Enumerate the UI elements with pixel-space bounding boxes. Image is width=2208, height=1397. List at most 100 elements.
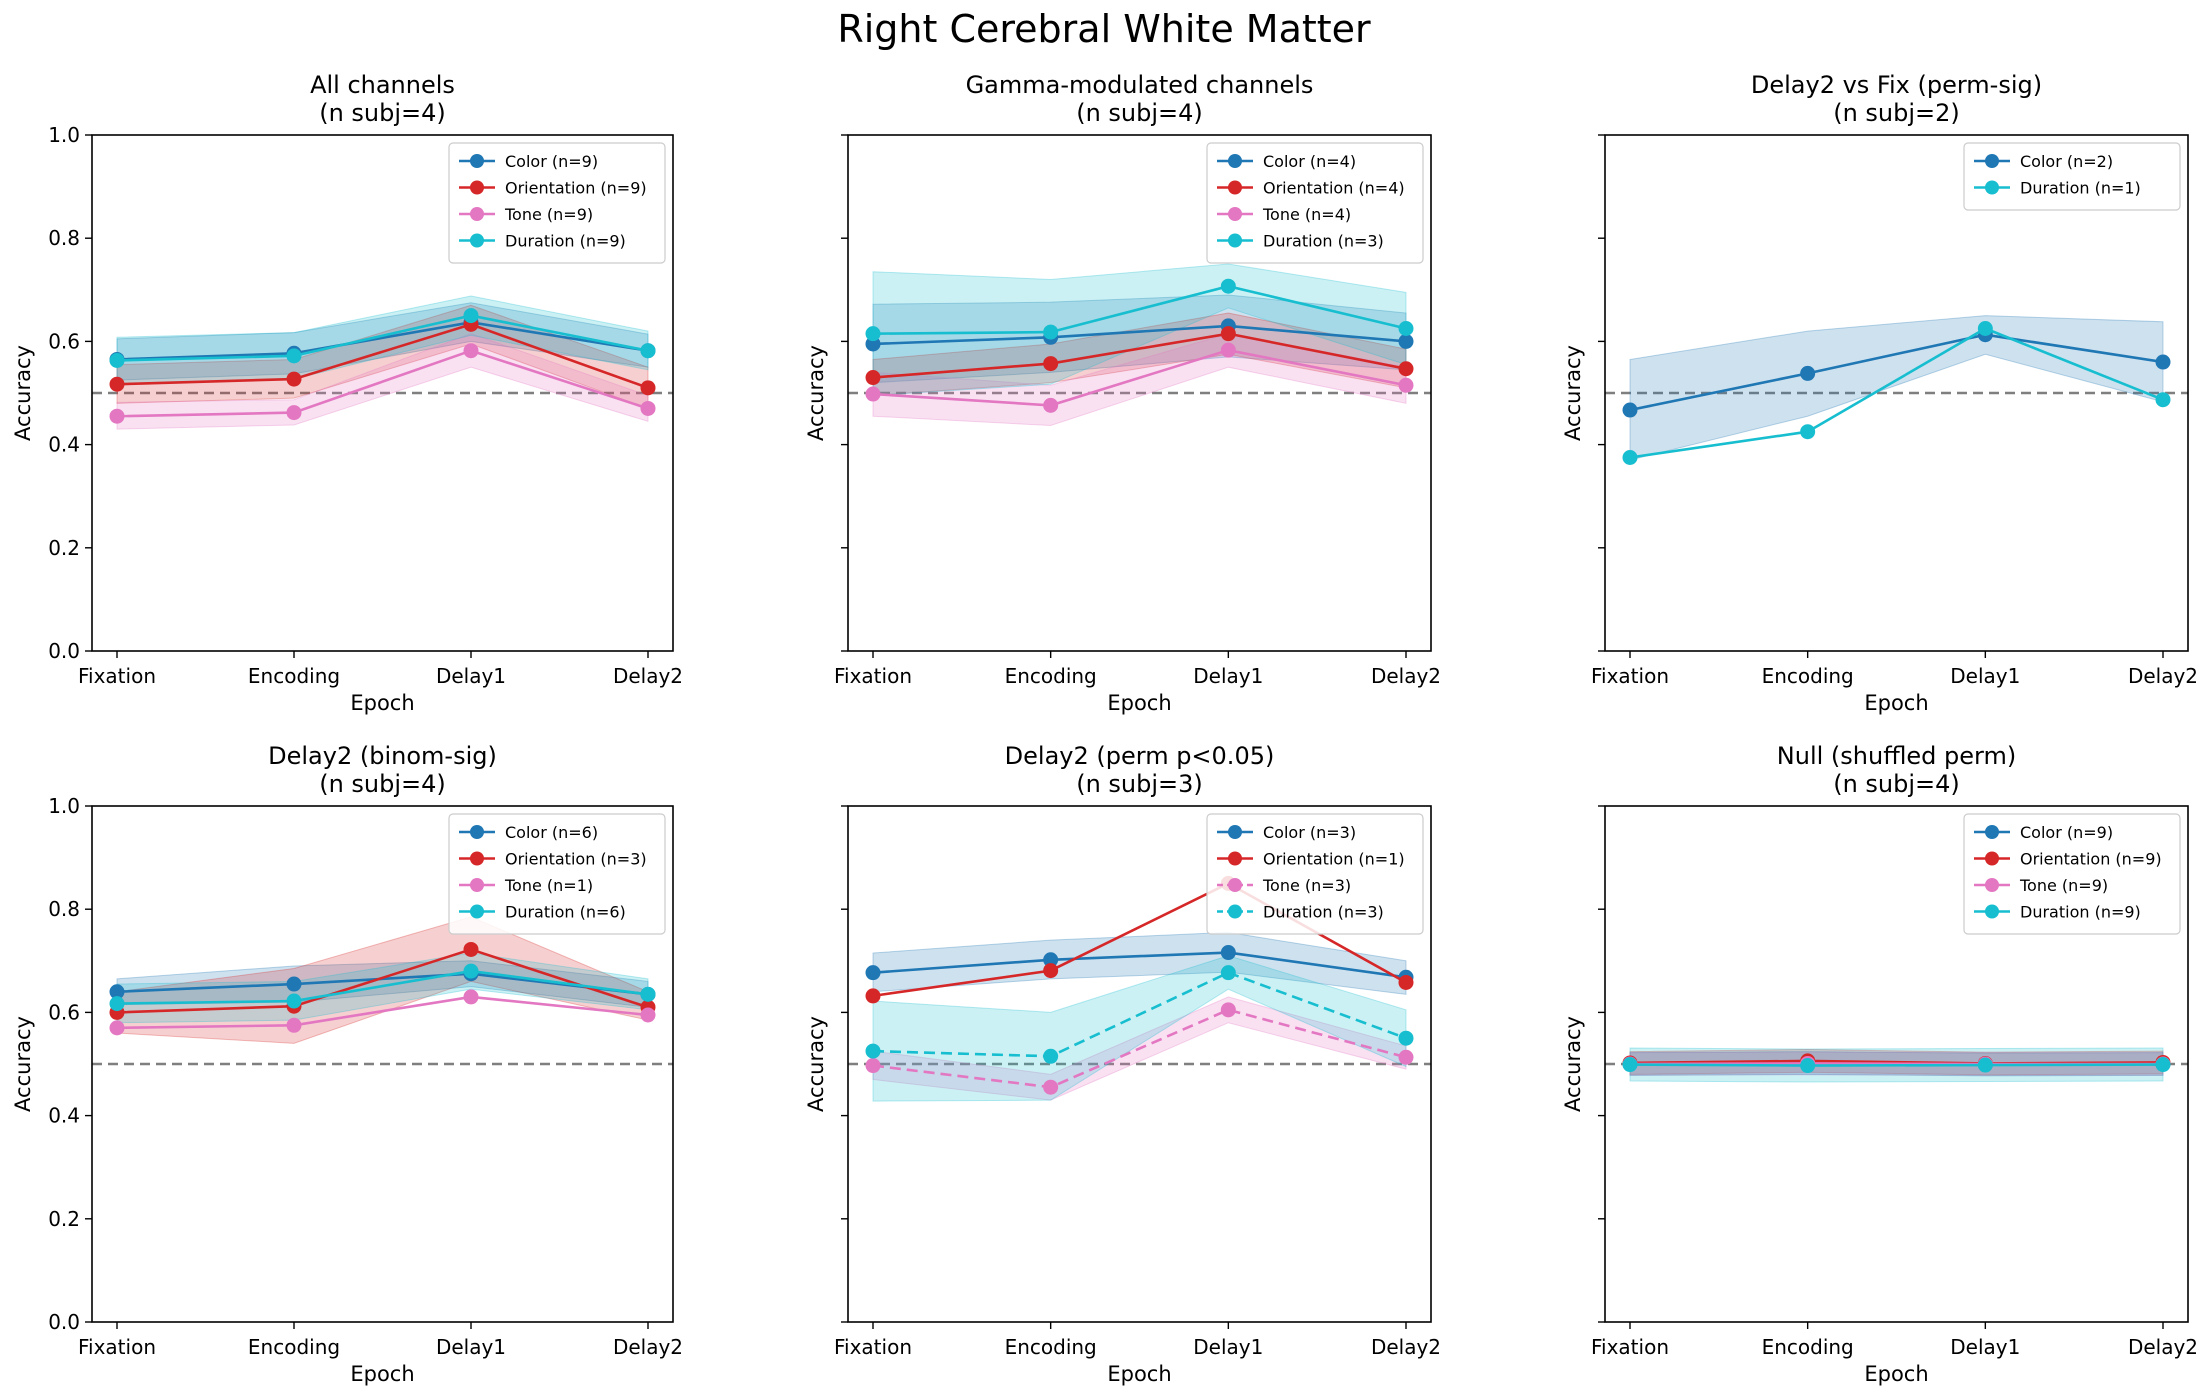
legend-swatch-marker <box>470 154 484 168</box>
x-tick-label: Fixation <box>78 1335 156 1359</box>
legend-entry-label: Orientation (n=3) <box>505 850 647 869</box>
legend-entry-label: Tone (n=3) <box>1262 876 1351 895</box>
axes-frame <box>91 805 674 1323</box>
x-tick-label: Delay1 <box>1193 1335 1263 1359</box>
subplot-subtitle: (n subj=4) <box>1076 99 1203 127</box>
data-point-color <box>1043 952 1059 968</box>
series-line-color <box>1629 333 2164 412</box>
series-line-color <box>872 951 1407 979</box>
data-point-tone <box>1043 1079 1059 1095</box>
y-axis-label: Accuracy <box>804 1016 828 1112</box>
legend-entry-label: Color (n=4) <box>1263 152 1356 171</box>
y-axis-label: Accuracy <box>1561 1016 1585 1112</box>
data-point-orientation <box>1220 326 1236 342</box>
x-tick-label: Fixation <box>834 1335 912 1359</box>
legend-swatch-marker <box>1985 180 1999 195</box>
legend-entry-label: Color (n=3) <box>1263 823 1356 842</box>
legend-frame <box>1963 813 2181 935</box>
x-tick-label: Encoding <box>1005 664 1097 688</box>
series-line-duration <box>1629 327 2164 459</box>
data-point-duration <box>865 1043 881 1059</box>
data-point-tone <box>463 343 479 359</box>
x-axis-label: Epoch <box>1864 1362 1928 1386</box>
data-point-tone <box>1043 397 1059 413</box>
legend-swatch-marker <box>1985 825 1999 839</box>
y-tick-label: 0.8 <box>48 897 80 921</box>
x-tick-label: Delay1 <box>1193 664 1263 688</box>
data-point-duration <box>1800 1058 1816 1074</box>
x-axis-label: Epoch <box>350 1362 414 1386</box>
y-tick-label: 0.2 <box>48 536 80 560</box>
legend-swatch-marker <box>1985 851 1999 866</box>
data-point-tone <box>1398 1049 1414 1065</box>
y-tick-label: 0.4 <box>48 1104 80 1128</box>
x-tick-label: Fixation <box>1591 1335 1669 1359</box>
data-point-color <box>2155 354 2171 370</box>
data-point-color <box>1220 945 1236 961</box>
subplot-3: Delay2 vs Fix (perm-sig)(n subj=2) Fixati… <box>1561 71 2198 715</box>
data-point-tone <box>109 408 125 424</box>
data-point-tone <box>865 1058 881 1074</box>
x-axis-label: Epoch <box>1107 1362 1171 1386</box>
x-tick-label: Delay2 <box>1371 664 1441 688</box>
x-tick-label: Fixation <box>78 664 156 688</box>
data-point-duration <box>286 348 302 364</box>
x-tick-label: Delay1 <box>436 1335 506 1359</box>
data-point-duration <box>286 993 302 1009</box>
data-point-duration <box>1398 1030 1414 1046</box>
x-tick-label: Delay1 <box>1950 664 2020 688</box>
series-line-tone <box>116 995 649 1030</box>
data-point-orientation <box>463 941 479 957</box>
subplot-title: Delay2 (perm p<0.05) <box>1005 742 1275 770</box>
y-axis-label: Accuracy <box>1561 345 1585 441</box>
data-point-tone <box>286 1017 302 1033</box>
data-point-duration <box>1977 1057 1993 1073</box>
subplot-4: Delay2 (binom-sig)(n subj=4) 0.0 0.2 0.4 0.6… <box>11 742 683 1386</box>
subplot-subtitle: (n subj=2) <box>1833 99 1960 127</box>
data-point-tone <box>1220 1002 1236 1018</box>
x-tick-label: Delay2 <box>1371 1335 1441 1359</box>
series-line-duration <box>1629 1063 2164 1067</box>
legend-entry-label: Color (n=6) <box>505 823 598 842</box>
legend-swatch-marker <box>1985 878 1999 892</box>
data-point-orientation <box>1043 963 1059 979</box>
x-axis-label: Epoch <box>350 691 414 715</box>
subplot-title: Delay2 (binom-sig) <box>268 742 497 770</box>
data-point-color <box>109 984 125 1000</box>
data-point-duration <box>640 986 656 1002</box>
x-tick-label: Delay2 <box>613 1335 683 1359</box>
data-point-duration <box>865 326 881 342</box>
y-tick-label: 0.6 <box>48 329 80 353</box>
legend-entry-label: Duration (n=6) <box>505 903 626 922</box>
data-point-tone <box>640 1007 656 1023</box>
legend-entry-label: Color (n=9) <box>505 152 598 171</box>
legend-swatch-marker <box>470 180 484 195</box>
legend-frame <box>1206 142 1424 264</box>
legend: Color (n=3) Orientation (n=1) Tone (n=3) Du… <box>1206 813 1424 935</box>
data-point-tone <box>1220 342 1236 358</box>
legend-swatch-marker <box>1985 154 1999 168</box>
data-point-duration <box>1622 1057 1638 1073</box>
legend-swatch-marker <box>470 851 484 866</box>
x-tick-label: Delay1 <box>1950 1335 2020 1359</box>
subplot-subtitle: (n subj=4) <box>1833 770 1960 798</box>
legend-entry-label: Color (n=9) <box>2020 823 2113 842</box>
subplot-subtitle: (n subj=4) <box>319 99 446 127</box>
data-point-duration <box>1043 324 1059 340</box>
subplot-subtitle: (n subj=4) <box>319 770 446 798</box>
legend: Color (n=4) Orientation (n=4) Tone (n=4) Du… <box>1206 142 1424 264</box>
data-point-duration <box>1977 321 1993 336</box>
data-point-duration <box>1220 278 1236 294</box>
legend-swatch-marker <box>1228 851 1242 866</box>
legend: Color (n=9) Orientation (n=9) Tone (n=9) Du… <box>1963 813 2181 935</box>
series-line-color <box>872 324 1407 346</box>
x-tick-label: Encoding <box>1762 1335 1854 1359</box>
legend-swatch-marker <box>1228 180 1242 195</box>
legend-entry-label: Duration (n=3) <box>1263 232 1384 251</box>
subplot-title: Null (shuffled perm) <box>1777 742 2016 770</box>
subplot-subtitle: (n subj=3) <box>1076 770 1203 798</box>
y-tick-label: 0.0 <box>48 639 80 663</box>
legend-frame <box>1206 813 1424 935</box>
y-tick-label: 0.6 <box>48 1000 80 1024</box>
data-point-duration <box>1398 321 1414 336</box>
